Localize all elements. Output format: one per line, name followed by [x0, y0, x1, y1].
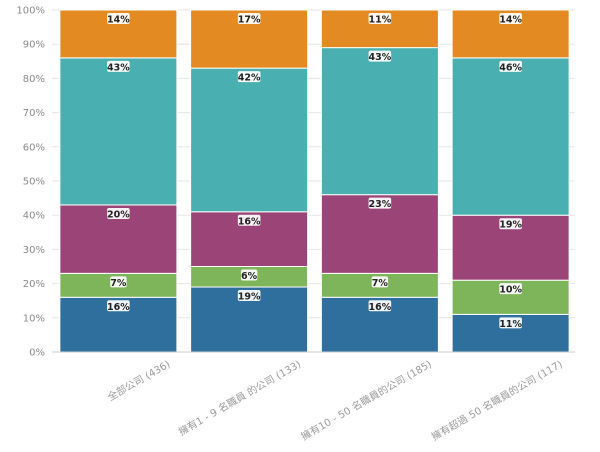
data-label: 16%: [369, 302, 392, 313]
data-label: 16%: [238, 216, 261, 227]
x-tick-label: 擁有超過 50 名職員的公司 (117): [429, 357, 565, 443]
y-tick-label: 10%: [23, 313, 45, 324]
data-label: 23%: [369, 199, 392, 210]
data-label-bg: [499, 218, 522, 230]
data-label-bg: [371, 276, 389, 288]
y-tick-label: 100%: [16, 6, 45, 17]
x-tick-label: 擁有10 - 50 名職員的公司 (185): [299, 357, 434, 443]
data-label-bg: [107, 300, 130, 312]
x-tick-label: 擁有1 - 9 名職員 的公司 (133): [176, 357, 303, 438]
data-label: 14%: [499, 15, 522, 26]
bar-segment: [320, 47, 439, 196]
data-label: 19%: [238, 292, 261, 303]
data-label-bg: [110, 276, 127, 288]
data-label: 43%: [107, 62, 130, 73]
y-tick-label: 40%: [23, 211, 45, 222]
data-label: 43%: [369, 52, 392, 63]
data-label: 7%: [110, 278, 127, 289]
data-label: 6%: [241, 271, 258, 282]
bar-segment: [59, 57, 178, 206]
data-label-bg: [107, 60, 130, 72]
data-label: 10%: [499, 285, 522, 296]
data-label-bg: [499, 317, 522, 329]
data-label: 16%: [107, 302, 130, 313]
data-label-bg: [368, 300, 392, 312]
data-label-bg: [368, 197, 392, 209]
data-label: 11%: [369, 15, 392, 26]
data-label: 20%: [107, 209, 130, 220]
y-tick-label: 90%: [23, 40, 45, 51]
data-label: 14%: [107, 15, 130, 26]
y-tick-label: 60%: [23, 142, 45, 153]
data-label-bg: [107, 13, 130, 24]
y-tick-label: 70%: [23, 108, 45, 119]
data-label-bg: [240, 269, 258, 281]
data-label: 17%: [238, 15, 261, 26]
x-tick-label: 全部公司 (436): [105, 357, 172, 403]
y-tick-label: 50%: [23, 177, 45, 188]
y-tick-label: 0%: [29, 348, 45, 359]
data-label-bg: [499, 283, 522, 295]
y-tick-label: 30%: [23, 245, 45, 256]
data-label: 46%: [499, 62, 522, 73]
data-label-bg: [499, 60, 522, 72]
data-label-bg: [368, 50, 392, 62]
data-label-bg: [237, 13, 261, 24]
data-label-bg: [237, 290, 261, 302]
data-label-bg: [237, 214, 261, 226]
bar-segment: [190, 67, 309, 213]
data-label-bg: [237, 71, 261, 83]
y-tick-label: 80%: [23, 74, 45, 85]
data-label-bg: [107, 207, 130, 219]
data-label: 42%: [238, 73, 261, 84]
data-label-bg: [368, 13, 392, 24]
bar-segment: [451, 57, 570, 216]
y-tick-label: 20%: [23, 279, 45, 290]
data-label: 19%: [499, 220, 522, 231]
data-label-bg: [499, 13, 522, 24]
data-label: 11%: [499, 319, 522, 330]
data-label: 7%: [372, 278, 389, 289]
